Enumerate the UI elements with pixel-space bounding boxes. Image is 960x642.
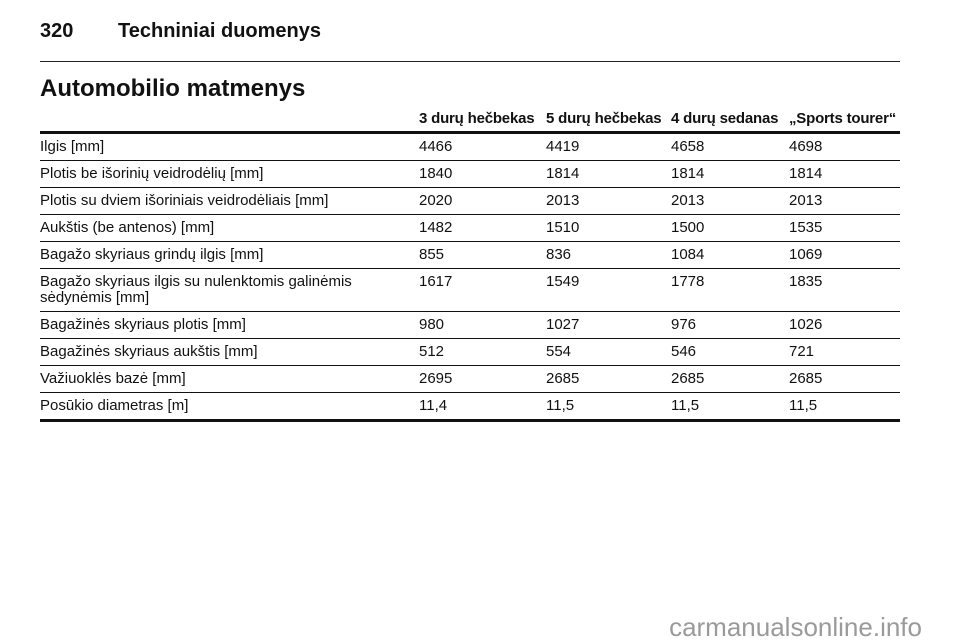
row-label: Ilgis [mm]: [40, 132, 419, 161]
cell-value: 4658: [671, 132, 789, 161]
cell-value: 11,4: [419, 392, 546, 422]
cell-value: 1535: [789, 214, 900, 242]
column-header: 4 durų sedanas: [671, 108, 789, 134]
cell-value: 11,5: [671, 392, 789, 422]
table-row: Posūkio diametras [m] 11,4 11,5 11,5 11,5: [40, 392, 900, 422]
cell-value: 1814: [546, 160, 671, 188]
row-label: Bagažo skyriaus grindų ilgis [mm]: [40, 241, 419, 269]
cell-value: 2685: [789, 365, 900, 393]
cell-value: 4698: [789, 132, 900, 161]
cell-value: 1069: [789, 241, 900, 269]
table-row: Plotis su dviem išoriniais veidrodėliais…: [40, 187, 900, 215]
cell-value: 1835: [789, 268, 900, 312]
cell-value: 1814: [789, 160, 900, 188]
cell-value: 4466: [419, 132, 546, 161]
cell-value: 2695: [419, 365, 546, 393]
watermark: carmanualsonline.info: [669, 612, 922, 642]
cell-value: 1084: [671, 241, 789, 269]
cell-value: 2013: [671, 187, 789, 215]
cell-value: 2013: [789, 187, 900, 215]
table-row: Bagažo skyriaus grindų ilgis [mm] 855 836 1…: [40, 241, 900, 269]
cell-value: 1617: [419, 268, 546, 312]
table-row: Plotis be išorinių veidrodėlių [mm] 1840 1…: [40, 160, 900, 188]
column-header: 3 durų hečbekas: [419, 108, 546, 134]
cell-value: 2685: [546, 365, 671, 393]
cell-value: 721: [789, 338, 900, 366]
row-label: Posūkio diametras [m]: [40, 392, 419, 422]
header-rule: [40, 61, 900, 62]
table-row: Ilgis [mm] 4466 4419 4658 4698: [40, 132, 900, 161]
row-label: Bagažinės skyriaus aukštis [mm]: [40, 338, 419, 366]
cell-value: 1500: [671, 214, 789, 242]
cell-value: 836: [546, 241, 671, 269]
page-number: 320: [40, 20, 74, 42]
cell-value: 546: [671, 338, 789, 366]
column-header: 5 durų hečbekas: [546, 108, 671, 134]
cell-value: 1814: [671, 160, 789, 188]
table-row: Važiuoklės bazė [mm] 2695 2685 2685 2685: [40, 365, 900, 393]
column-header: [40, 108, 419, 134]
header-title: Techniniai duomenys: [118, 20, 321, 42]
cell-value: 11,5: [789, 392, 900, 422]
column-header: „Sports tourer“: [789, 108, 900, 134]
row-label: Plotis be išorinių veidrodėlių [mm]: [40, 160, 419, 188]
row-label: Bagažinės skyriaus plotis [mm]: [40, 311, 419, 339]
table-row: Aukštis (be antenos) [mm] 1482 1510 1500 153…: [40, 214, 900, 242]
cell-value: 4419: [546, 132, 671, 161]
cell-value: 1027: [546, 311, 671, 339]
cell-value: 855: [419, 241, 546, 269]
cell-value: 1482: [419, 214, 546, 242]
table-row: Bagažinės skyriaus plotis [mm] 980 1027 976…: [40, 311, 900, 339]
cell-value: 1026: [789, 311, 900, 339]
cell-value: 512: [419, 338, 546, 366]
cell-value: 2685: [671, 365, 789, 393]
cell-value: 976: [671, 311, 789, 339]
row-label: Aukštis (be antenos) [mm]: [40, 214, 419, 242]
header-row: 3 durų hečbekas 5 durų hečbekas 4 durų sed…: [40, 108, 900, 134]
section-title: Automobilio matmenys: [40, 75, 306, 102]
cell-value: 980: [419, 311, 546, 339]
cell-value: 2020: [419, 187, 546, 215]
dimensions-table: 3 durų hečbekas 5 durų hečbekas 4 durų sed…: [40, 108, 900, 422]
row-label: Bagažo skyriaus ilgis su nulenktomis gal…: [40, 268, 419, 312]
cell-value: 554: [546, 338, 671, 366]
cell-value: 1840: [419, 160, 546, 188]
cell-value: 1778: [671, 268, 789, 312]
row-label: Važiuoklės bazė [mm]: [40, 365, 419, 393]
row-label: Plotis su dviem išoriniais veidrodėliais…: [40, 187, 419, 215]
table-row: Bagažo skyriaus ilgis su nulenktomis gal…: [40, 268, 900, 312]
table-row: Bagažinės skyriaus aukštis [mm] 512 554 546…: [40, 338, 900, 366]
cell-value: 1510: [546, 214, 671, 242]
cell-value: 2013: [546, 187, 671, 215]
cell-value: 11,5: [546, 392, 671, 422]
cell-value: 1549: [546, 268, 671, 312]
